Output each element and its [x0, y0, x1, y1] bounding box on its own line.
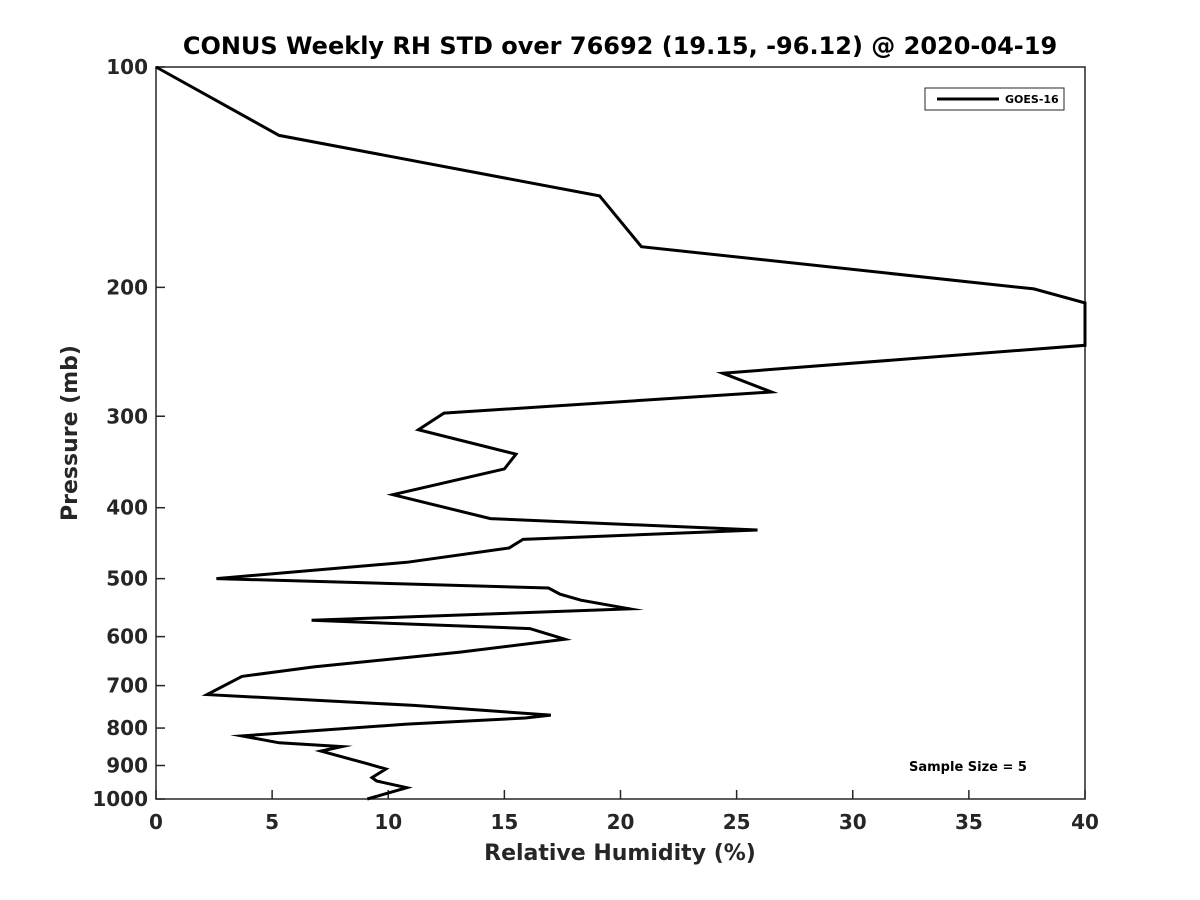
y-tick-label: 900 [106, 754, 148, 778]
x-tick-label: 40 [1071, 810, 1099, 834]
sample-size-annotation: Sample Size = 5 [909, 760, 1027, 775]
y-tick-label: 800 [106, 716, 148, 740]
x-tick-label: 30 [839, 810, 867, 834]
y-tick-label: 1000 [92, 787, 148, 811]
y-tick-label: 300 [106, 404, 148, 428]
series-line-goes-16 [155, 65, 1087, 801]
x-tick-label: 15 [490, 810, 518, 834]
y-tick-label: 700 [106, 674, 148, 698]
x-tick-label: 20 [607, 810, 635, 834]
x-tick-label: 10 [374, 810, 402, 834]
series-layer [155, 65, 1087, 801]
y-tick-label: 400 [106, 496, 148, 520]
chart-title: CONUS Weekly RH STD over 76692 (19.15, -… [183, 32, 1057, 60]
y-tick-label: 100 [106, 55, 148, 79]
x-axis-label: Relative Humidity (%) [484, 841, 756, 866]
legend-entry-goes-16: GOES-16 [1005, 93, 1059, 106]
y-tick-label: 500 [106, 567, 148, 591]
x-axis: 0 5 10 15 20 25 30 35 40 [149, 790, 1099, 834]
y-axis: 100 200 300 400 500 600 700 800 900 1000 [92, 55, 165, 811]
y-axis-label: Pressure (mb) [58, 345, 83, 521]
y-tick-label: 600 [106, 625, 148, 649]
plot-frame [155, 66, 1086, 800]
x-tick-label: 35 [955, 810, 983, 834]
x-tick-label: 0 [149, 810, 163, 834]
x-tick-label: 25 [723, 810, 751, 834]
y-tick-label: 200 [106, 275, 148, 299]
legend: GOES-16 [924, 87, 1065, 111]
plot-area: 0 5 10 15 20 25 30 35 40 100 200 300 400 500 600 700 80… [92, 55, 1099, 834]
x-tick-label: 5 [265, 810, 279, 834]
